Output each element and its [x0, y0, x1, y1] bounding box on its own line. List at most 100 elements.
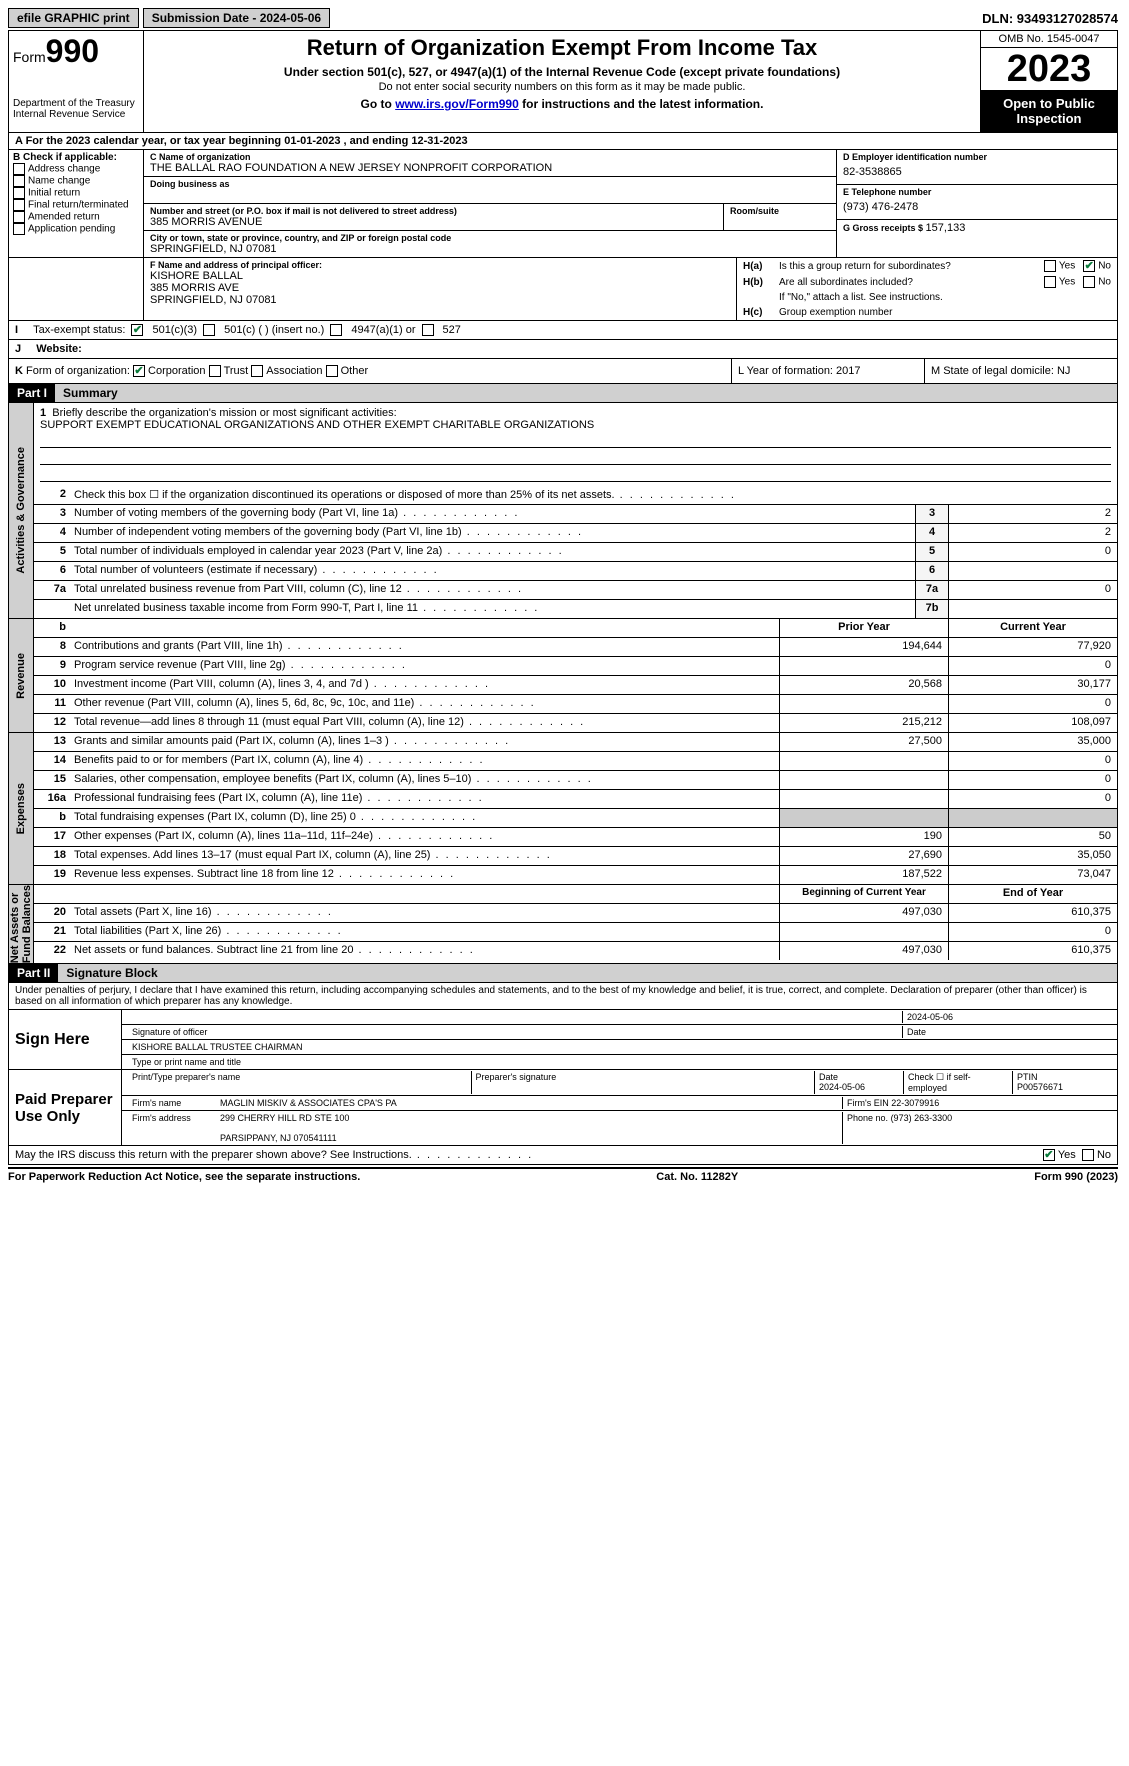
current-year-header: Current Year — [948, 619, 1117, 637]
prior-year-header: Prior Year — [779, 619, 948, 637]
hb-yes-checkbox[interactable] — [1044, 276, 1056, 288]
vtab-governance: Activities & Governance — [15, 447, 27, 574]
street-label: Number and street (or P.O. box if mail i… — [150, 206, 717, 216]
table-row: 12Total revenue—add lines 8 through 11 (… — [34, 714, 1117, 732]
revenue-section: Revenue b Prior Year Current Year 8Contr… — [8, 619, 1118, 733]
begin-year-header: Beginning of Current Year — [779, 885, 948, 903]
trust-checkbox[interactable] — [209, 365, 221, 377]
officer-name: KISHORE BALLAL — [150, 270, 730, 282]
type-name-label: Type or print name and title — [128, 1056, 245, 1068]
net-assets-section: Net Assets or Fund Balances Beginning of… — [8, 885, 1118, 964]
hb-no-checkbox[interactable] — [1083, 276, 1095, 288]
boxb-checkbox[interactable] — [13, 223, 25, 235]
527-checkbox[interactable] — [422, 324, 434, 336]
boxb-checkbox[interactable] — [13, 199, 25, 211]
table-row: 19Revenue less expenses. Subtract line 1… — [34, 866, 1117, 884]
state-domicile: M State of legal domicile: NJ — [924, 359, 1117, 383]
preparer-date: 2024-05-06 — [819, 1082, 865, 1092]
firm-address: 299 CHERRY HILL RD STE 100 PARSIPPANY, N… — [216, 1112, 842, 1144]
ssn-notice: Do not enter social security numbers on … — [148, 81, 976, 93]
signature-section: Sign Here 2024-05-06 Signature of office… — [8, 1010, 1118, 1146]
vtab-net-assets: Net Assets or Fund Balances — [9, 885, 33, 963]
box-b: B Check if applicable: Address changeNam… — [9, 150, 144, 257]
form-word: Form — [13, 49, 46, 65]
end-year-header: End of Year — [948, 885, 1117, 903]
501c-checkbox[interactable] — [203, 324, 215, 336]
phone-label: E Telephone number — [843, 187, 1111, 197]
omb-number: OMB No. 1545-0047 — [981, 31, 1117, 48]
ein-label: D Employer identification number — [843, 152, 1111, 162]
ein-value: 82-3538865 — [843, 162, 1111, 182]
discuss-row: May the IRS discuss this return with the… — [8, 1146, 1118, 1165]
efile-print-button[interactable]: efile GRAPHIC print — [8, 8, 139, 28]
other-checkbox[interactable] — [326, 365, 338, 377]
vtab-expenses: Expenses — [15, 783, 27, 834]
top-bar: efile GRAPHIC print Submission Date - 20… — [8, 8, 1118, 28]
501c3-checkbox[interactable] — [131, 324, 143, 336]
tax-year: 2023 — [981, 48, 1117, 90]
vtab-revenue: Revenue — [15, 653, 27, 699]
org-name: THE BALLAL RAO FOUNDATION A NEW JERSEY N… — [150, 162, 830, 174]
sign-date: 2024-05-06 — [902, 1011, 1111, 1023]
city-label: City or town, state or province, country… — [150, 233, 830, 243]
officer-label: F Name and address of principal officer: — [150, 260, 730, 270]
open-inspection: Open to Public Inspection — [981, 90, 1117, 132]
perjury-declaration: Under penalties of perjury, I declare th… — [8, 983, 1118, 1010]
goto-line: Go to www.irs.gov/Form990 for instructio… — [148, 97, 976, 111]
expenses-section: Expenses 13Grants and similar amounts pa… — [8, 733, 1118, 885]
firm-ein: 22-3079916 — [891, 1098, 939, 1108]
room-label: Room/suite — [730, 206, 830, 216]
dept-treasury: Department of the Treasury Internal Reve… — [13, 98, 139, 120]
discuss-yes-checkbox[interactable] — [1043, 1149, 1055, 1161]
year-formation: L Year of formation: 2017 — [731, 359, 924, 383]
firm-phone: (973) 263-3300 — [891, 1113, 953, 1123]
city-state-zip: SPRINGFIELD, NJ 07081 — [150, 243, 830, 255]
catalog-number: Cat. No. 11282Y — [656, 1171, 738, 1183]
table-row: 17Other expenses (Part IX, column (A), l… — [34, 828, 1117, 847]
attach-list-note: If "No," attach a list. See instructions… — [779, 292, 1111, 303]
table-row: 20Total assets (Part X, line 16)497,0306… — [34, 904, 1117, 923]
4947-checkbox[interactable] — [330, 324, 342, 336]
table-row: 18Total expenses. Add lines 13–17 (must … — [34, 847, 1117, 866]
row-j-website: J Website: — [8, 340, 1118, 359]
table-row: 8Contributions and grants (Part VIII, li… — [34, 638, 1117, 657]
boxb-checkbox[interactable] — [13, 175, 25, 187]
ha-yes-checkbox[interactable] — [1044, 260, 1056, 272]
ha-no-checkbox[interactable] — [1083, 260, 1095, 272]
phone-value: (973) 476-2478 — [843, 197, 1111, 217]
table-row: 22Net assets or fund balances. Subtract … — [34, 942, 1117, 960]
group-return-q: Is this a group return for subordinates? — [779, 261, 1044, 272]
assoc-checkbox[interactable] — [251, 365, 263, 377]
table-row: Net unrelated business taxable income fr… — [34, 600, 1117, 618]
gross-receipts-label: G Gross receipts $ — [843, 223, 926, 233]
table-row: 13Grants and similar amounts paid (Part … — [34, 733, 1117, 752]
paperwork-notice: For Paperwork Reduction Act Notice, see … — [8, 1171, 360, 1183]
boxb-checkbox[interactable] — [13, 187, 25, 199]
table-row: 14Benefits paid to or for members (Part … — [34, 752, 1117, 771]
table-row: 6Total number of volunteers (estimate if… — [34, 562, 1117, 581]
mission-text: SUPPORT EXEMPT EDUCATIONAL ORGANIZATIONS… — [40, 419, 1111, 431]
group-exemption: Group exemption number — [779, 307, 1111, 318]
part2-header: Part IISignature Block — [8, 964, 1118, 983]
sign-here-label: Sign Here — [9, 1010, 122, 1069]
form-title: Return of Organization Exempt From Incom… — [148, 35, 976, 61]
ptin: P00576671 — [1017, 1082, 1063, 1092]
table-row: 2Check this box ☐ if the organization di… — [34, 486, 1117, 505]
discuss-no-checkbox[interactable] — [1082, 1149, 1094, 1161]
table-row: 9Program service revenue (Part VIII, lin… — [34, 657, 1117, 676]
boxb-checkbox[interactable] — [13, 163, 25, 175]
form-page-ref: Form 990 (2023) — [1034, 1171, 1118, 1183]
self-employed-check: Check ☐ if self-employed — [904, 1071, 1013, 1094]
corp-checkbox[interactable] — [133, 365, 145, 377]
firm-name: MAGLIN MISKIV & ASSOCIATES CPA'S PA — [216, 1097, 842, 1109]
table-row: bTotal fundraising expenses (Part IX, co… — [34, 809, 1117, 828]
table-row: 4Number of independent voting members of… — [34, 524, 1117, 543]
dln: DLN: 93493127028574 — [982, 11, 1118, 26]
dba-label: Doing business as — [150, 179, 830, 189]
boxb-checkbox[interactable] — [13, 211, 25, 223]
table-row: 5Total number of individuals employed in… — [34, 543, 1117, 562]
table-row: 21Total liabilities (Part X, line 26)0 — [34, 923, 1117, 942]
table-row: 11Other revenue (Part VIII, column (A), … — [34, 695, 1117, 714]
table-row: 16aProfessional fundraising fees (Part I… — [34, 790, 1117, 809]
irs-link[interactable]: www.irs.gov/Form990 — [395, 97, 519, 111]
